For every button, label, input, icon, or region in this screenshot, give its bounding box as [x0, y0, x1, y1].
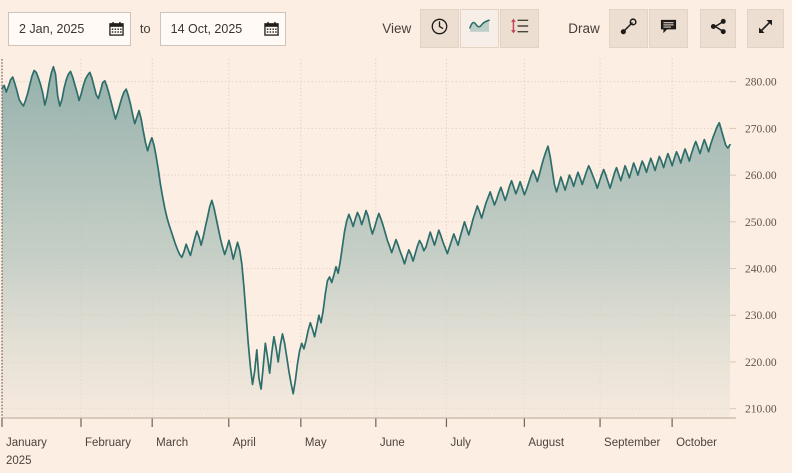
x-axis-tick-label: September [604, 437, 660, 449]
view-group-label: View [382, 21, 412, 36]
vertical-scale-icon [510, 17, 529, 40]
trendline-icon [619, 17, 638, 41]
area-fill [2, 66, 730, 419]
chart-toolbar: 2 Jan, 2025 to 14 Oct, 2025 [0, 0, 792, 57]
x-axis-year-label: 2025 [6, 455, 32, 467]
expand-arrows-icon [756, 17, 775, 41]
price-chart-svg: 210.00 220.00 230.00 240.00 250.00 260.00 270.… [0, 57, 792, 473]
y-axis-tick-label: 230.00 [745, 310, 777, 322]
fullscreen-button[interactable] [747, 9, 784, 48]
x-axis-tick-label: March [156, 437, 188, 449]
x-axis-labels: January 2025 February March April May June July… [1, 418, 717, 467]
x-axis-tick-label: October [676, 437, 717, 449]
y-axis-tick-label: 270.00 [745, 123, 777, 135]
clock-icon [430, 17, 449, 41]
calendar-icon[interactable] [109, 21, 124, 36]
y-axis-tick-label: 240.00 [745, 264, 777, 276]
y-axis-tick-label: 210.00 [745, 404, 777, 416]
view-line-chart-button[interactable] [460, 9, 500, 48]
draw-annotation-button[interactable] [648, 9, 688, 48]
date-to-field[interactable]: 14 Oct, 2025 [159, 11, 287, 46]
y-axis-tick-label: 260.00 [745, 170, 777, 182]
view-scale-button[interactable] [500, 9, 540, 48]
x-axis-tick-label: August [528, 437, 565, 449]
date-to-value: 14 Oct, 2025 [170, 21, 243, 36]
x-axis-tick-label: June [380, 437, 405, 449]
view-button-group [420, 9, 540, 48]
y-axis-tick-label: 280.00 [745, 77, 777, 89]
draw-trendline-button[interactable] [608, 9, 648, 48]
date-range-separator-label: to [139, 21, 151, 36]
line-chart-icon [469, 18, 491, 39]
date-from-field[interactable]: 2 Jan, 2025 [8, 11, 131, 46]
x-axis-tick-label: April [233, 437, 256, 449]
x-axis-tick-label: January [6, 437, 47, 449]
share-button[interactable] [699, 9, 737, 48]
draw-group-label: Draw [568, 21, 600, 36]
price-line [1, 65, 731, 395]
x-axis-tick-label: July [450, 437, 471, 449]
date-from-value: 2 Jan, 2025 [19, 21, 85, 36]
view-history-button[interactable] [420, 9, 460, 48]
calendar-icon[interactable] [264, 21, 279, 36]
price-chart[interactable]: 210.00 220.00 230.00 240.00 250.00 260.00 270.… [0, 57, 792, 473]
share-icon [709, 17, 728, 41]
y-axis-labels: 210.00 220.00 230.00 240.00 250.00 260.00 270.… [730, 77, 777, 416]
y-axis-tick-label: 220.00 [745, 357, 777, 369]
comment-icon [659, 18, 678, 40]
y-axis-tick-label: 250.00 [745, 217, 777, 229]
x-axis-tick-label: May [305, 437, 327, 449]
draw-button-group [608, 9, 689, 48]
x-axis-tick-label: February [85, 437, 131, 449]
